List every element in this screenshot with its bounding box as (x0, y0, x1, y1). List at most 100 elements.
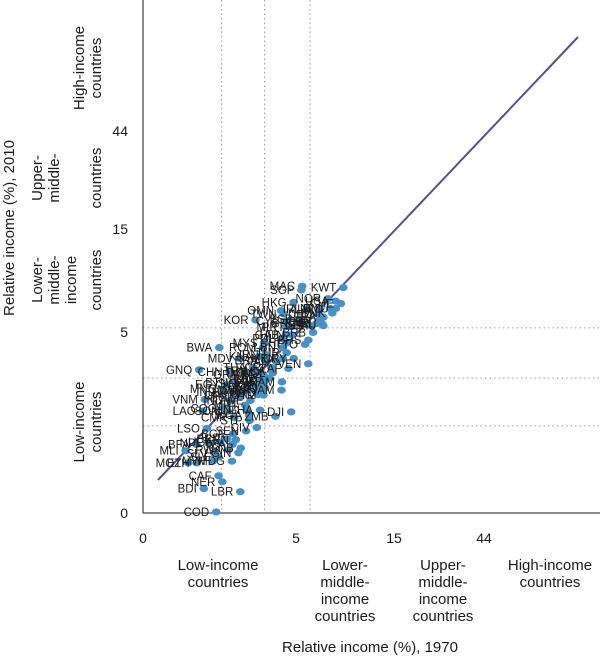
data-point (298, 320, 308, 328)
data-point (211, 508, 221, 516)
svg-text:middle-: middle- (320, 574, 369, 591)
data-point (336, 300, 346, 308)
data-point (303, 305, 313, 313)
svg-text:middle-: middle- (46, 153, 63, 202)
data-point (297, 286, 306, 294)
data-point (287, 331, 296, 339)
data-point (255, 352, 264, 360)
point-label: LAO (173, 406, 196, 418)
point-label: NOR (296, 294, 322, 306)
point-label: BHS (278, 335, 302, 347)
data-point (229, 414, 239, 422)
point-label: SOM (194, 406, 220, 418)
point-label: CAF (189, 471, 212, 483)
y-tick-44: 44 (112, 123, 128, 139)
point-label: TTO (275, 339, 298, 351)
point-label: KWT (311, 283, 337, 295)
point-label: BFA (168, 439, 190, 451)
data-point (218, 388, 228, 396)
point-label: JAM (252, 385, 275, 397)
trend-line (157, 36, 579, 481)
svg-text:High-income: High-income (508, 557, 592, 574)
point-label: TWN (250, 309, 276, 321)
data-point (287, 323, 296, 331)
point-label: HUN (260, 330, 285, 342)
point-label: MYS (233, 338, 258, 350)
point-label: CMR (201, 413, 227, 425)
point-label: GIN (211, 448, 231, 460)
point-label: DJI (267, 407, 284, 419)
point-label: BLZ (234, 375, 255, 387)
point-label: CPV (204, 391, 228, 403)
point-label: MLI (160, 446, 179, 458)
point-label: FRA (293, 312, 316, 324)
point-label: JOR (232, 381, 255, 393)
point-label: SEN (215, 426, 239, 438)
point-label: ESP (270, 314, 293, 326)
data-point (289, 354, 299, 362)
point-label: HKG (262, 297, 287, 309)
point-label: UGA (188, 437, 213, 449)
x-band-low: Low-income countries (178, 557, 259, 591)
x-tick-15: 15 (386, 530, 402, 546)
data-point (225, 396, 235, 405)
point-label: CYP (256, 316, 280, 328)
data-point (255, 406, 265, 414)
svg-text:middle-: middle- (418, 574, 467, 591)
point-label: KNA (229, 351, 253, 363)
point-label: GRC (271, 319, 297, 331)
data-point (228, 430, 238, 438)
data-point (215, 344, 224, 352)
data-point (282, 349, 292, 357)
data-point (271, 412, 280, 420)
point-label: NPL (180, 438, 203, 450)
data-point (277, 378, 287, 386)
point-label: IND (196, 387, 216, 399)
point-label: GBR (286, 316, 311, 328)
data-point (278, 354, 288, 362)
point-label: LBR (211, 487, 233, 499)
data-point (236, 354, 245, 362)
point-label: VEN (278, 359, 302, 371)
x-tick-5: 5 (292, 530, 300, 546)
point-label: DEU (288, 310, 312, 322)
point-label: KOR (224, 315, 249, 327)
x-tick-44: 44 (476, 530, 492, 546)
data-point (289, 298, 298, 306)
point-label: ZAF (260, 364, 282, 376)
point-label: LBN (254, 343, 276, 355)
point-label: CHN (198, 367, 223, 379)
point-label: LSO (177, 423, 200, 435)
point-label: TZA (204, 439, 226, 451)
data-point (315, 305, 324, 313)
data-point (204, 439, 214, 447)
point-label: DNK (301, 308, 326, 320)
point-label: MAR (217, 385, 243, 397)
point-label: ZMB (244, 411, 269, 423)
data-point (236, 488, 245, 496)
data-point (198, 407, 207, 415)
data-point (319, 322, 328, 330)
point-label: THA (223, 362, 246, 374)
data-point (286, 408, 296, 416)
svg-text:countries: countries (88, 38, 105, 99)
data-point (236, 393, 245, 401)
point-label: HND (215, 405, 240, 417)
point-label: NLD (300, 304, 323, 316)
point-label: PAN (247, 357, 270, 369)
data-point (194, 366, 204, 374)
data-point (281, 323, 290, 331)
point-label: OMN (247, 306, 274, 318)
point-label: CHE (310, 299, 335, 311)
point-label: MWI (182, 456, 206, 468)
svg-text:income: income (419, 591, 467, 608)
data-point (241, 371, 250, 379)
point-label: SUR (233, 376, 257, 388)
data-point (225, 368, 234, 376)
data-point (277, 386, 286, 394)
point-label: GAB (255, 330, 280, 342)
point-label: PRT (262, 322, 285, 334)
point-label: SAU (293, 321, 317, 333)
data-point (252, 423, 262, 432)
data-point (306, 322, 316, 330)
